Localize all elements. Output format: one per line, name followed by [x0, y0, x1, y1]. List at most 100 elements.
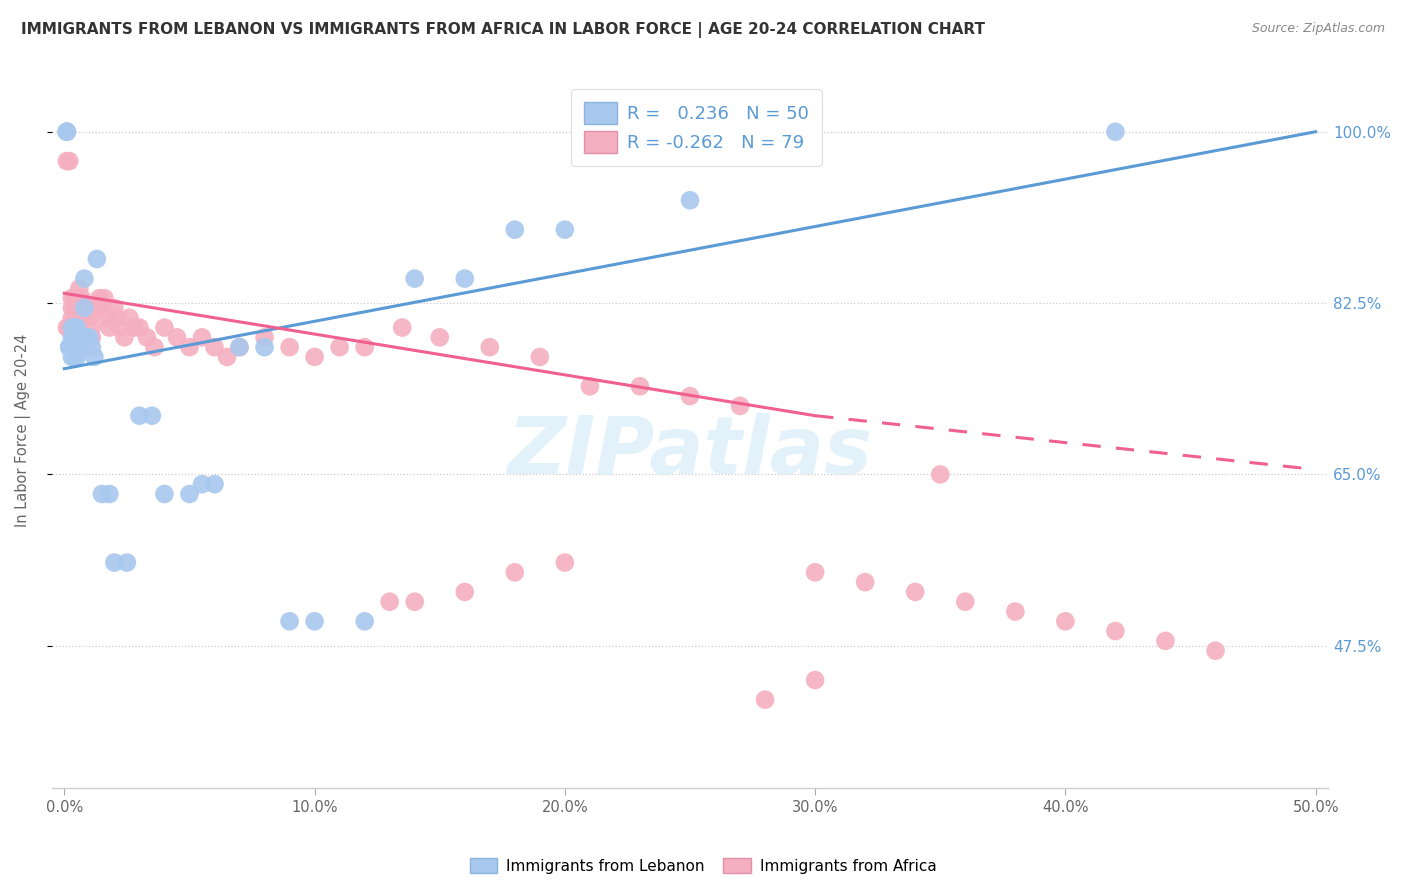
Point	[96, 310, 118, 325]
Point	[67, 281, 90, 295]
Point	[86, 301, 108, 315]
Point	[67, 340, 90, 354]
Point	[329, 340, 352, 354]
Point	[79, 301, 101, 315]
Point	[105, 310, 128, 325]
Point	[83, 301, 105, 315]
Point	[128, 409, 150, 423]
Point	[56, 320, 79, 334]
Point	[73, 310, 96, 325]
Text: Source: ZipAtlas.com: Source: ZipAtlas.com	[1251, 22, 1385, 36]
Point	[554, 222, 576, 236]
Point	[83, 350, 105, 364]
Point	[391, 320, 413, 334]
Point	[579, 379, 602, 393]
Point	[179, 340, 201, 354]
Point	[58, 340, 80, 354]
Point	[1154, 633, 1177, 648]
Point	[278, 340, 301, 354]
Point	[628, 379, 651, 393]
Point	[63, 291, 86, 305]
Point	[66, 310, 89, 325]
Point	[67, 301, 90, 315]
Point	[70, 340, 93, 354]
Point	[56, 125, 79, 139]
Point	[67, 330, 90, 344]
Point	[955, 595, 977, 609]
Point	[754, 692, 776, 706]
Point	[103, 301, 125, 315]
Point	[204, 477, 226, 491]
Point	[353, 615, 375, 629]
Point	[153, 320, 176, 334]
Point	[1205, 643, 1227, 657]
Point	[63, 330, 86, 344]
Point	[728, 399, 751, 413]
Point	[215, 350, 238, 364]
Point	[66, 340, 89, 354]
Point	[503, 566, 526, 580]
Point	[66, 320, 89, 334]
Point	[63, 320, 86, 334]
Point	[60, 301, 83, 315]
Point	[58, 320, 80, 334]
Point	[56, 125, 79, 139]
Point	[529, 350, 551, 364]
Point	[804, 566, 827, 580]
Point	[80, 320, 103, 334]
Point	[679, 194, 702, 208]
Y-axis label: In Labor Force | Age 20-24: In Labor Force | Age 20-24	[15, 334, 31, 527]
Point	[404, 595, 426, 609]
Point	[378, 595, 401, 609]
Point	[79, 330, 101, 344]
Point	[204, 340, 226, 354]
Point	[253, 330, 276, 344]
Point	[80, 340, 103, 354]
Point	[66, 330, 89, 344]
Point	[60, 291, 83, 305]
Point	[141, 409, 163, 423]
Point	[1104, 125, 1126, 139]
Point	[63, 301, 86, 315]
Point	[679, 389, 702, 403]
Point	[166, 330, 188, 344]
Point	[60, 350, 83, 364]
Point	[58, 154, 80, 169]
Text: IMMIGRANTS FROM LEBANON VS IMMIGRANTS FROM AFRICA IN LABOR FORCE | AGE 20-24 COR: IMMIGRANTS FROM LEBANON VS IMMIGRANTS FR…	[21, 22, 986, 38]
Point	[60, 340, 83, 354]
Point	[63, 350, 86, 364]
Point	[70, 330, 93, 344]
Point	[804, 673, 827, 687]
Legend: R =   0.236   N = 50, R = -0.262   N = 79: R = 0.236 N = 50, R = -0.262 N = 79	[571, 89, 823, 166]
Point	[70, 291, 93, 305]
Point	[143, 340, 166, 354]
Point	[304, 350, 326, 364]
Point	[153, 487, 176, 501]
Point	[118, 310, 141, 325]
Point	[80, 330, 103, 344]
Point	[554, 556, 576, 570]
Point	[98, 487, 121, 501]
Point	[76, 301, 98, 315]
Point	[191, 477, 214, 491]
Point	[76, 330, 98, 344]
Point	[929, 467, 952, 482]
Point	[86, 252, 108, 266]
Point	[66, 301, 89, 315]
Point	[853, 575, 876, 590]
Point	[124, 320, 146, 334]
Point	[1054, 615, 1077, 629]
Point	[73, 301, 96, 315]
Point	[128, 320, 150, 334]
Point	[103, 556, 125, 570]
Point	[1004, 605, 1026, 619]
Point	[191, 330, 214, 344]
Point	[478, 340, 501, 354]
Point	[136, 330, 159, 344]
Point	[108, 320, 131, 334]
Point	[429, 330, 451, 344]
Point	[58, 340, 80, 354]
Point	[89, 291, 111, 305]
Point	[66, 291, 89, 305]
Point	[353, 340, 375, 354]
